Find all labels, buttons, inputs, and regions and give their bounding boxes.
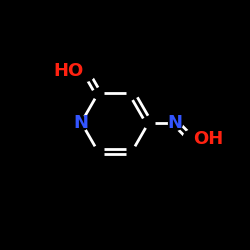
Text: HO: HO xyxy=(54,62,84,80)
Text: OH: OH xyxy=(193,130,223,148)
Text: N: N xyxy=(168,114,182,132)
Text: N: N xyxy=(74,114,89,132)
